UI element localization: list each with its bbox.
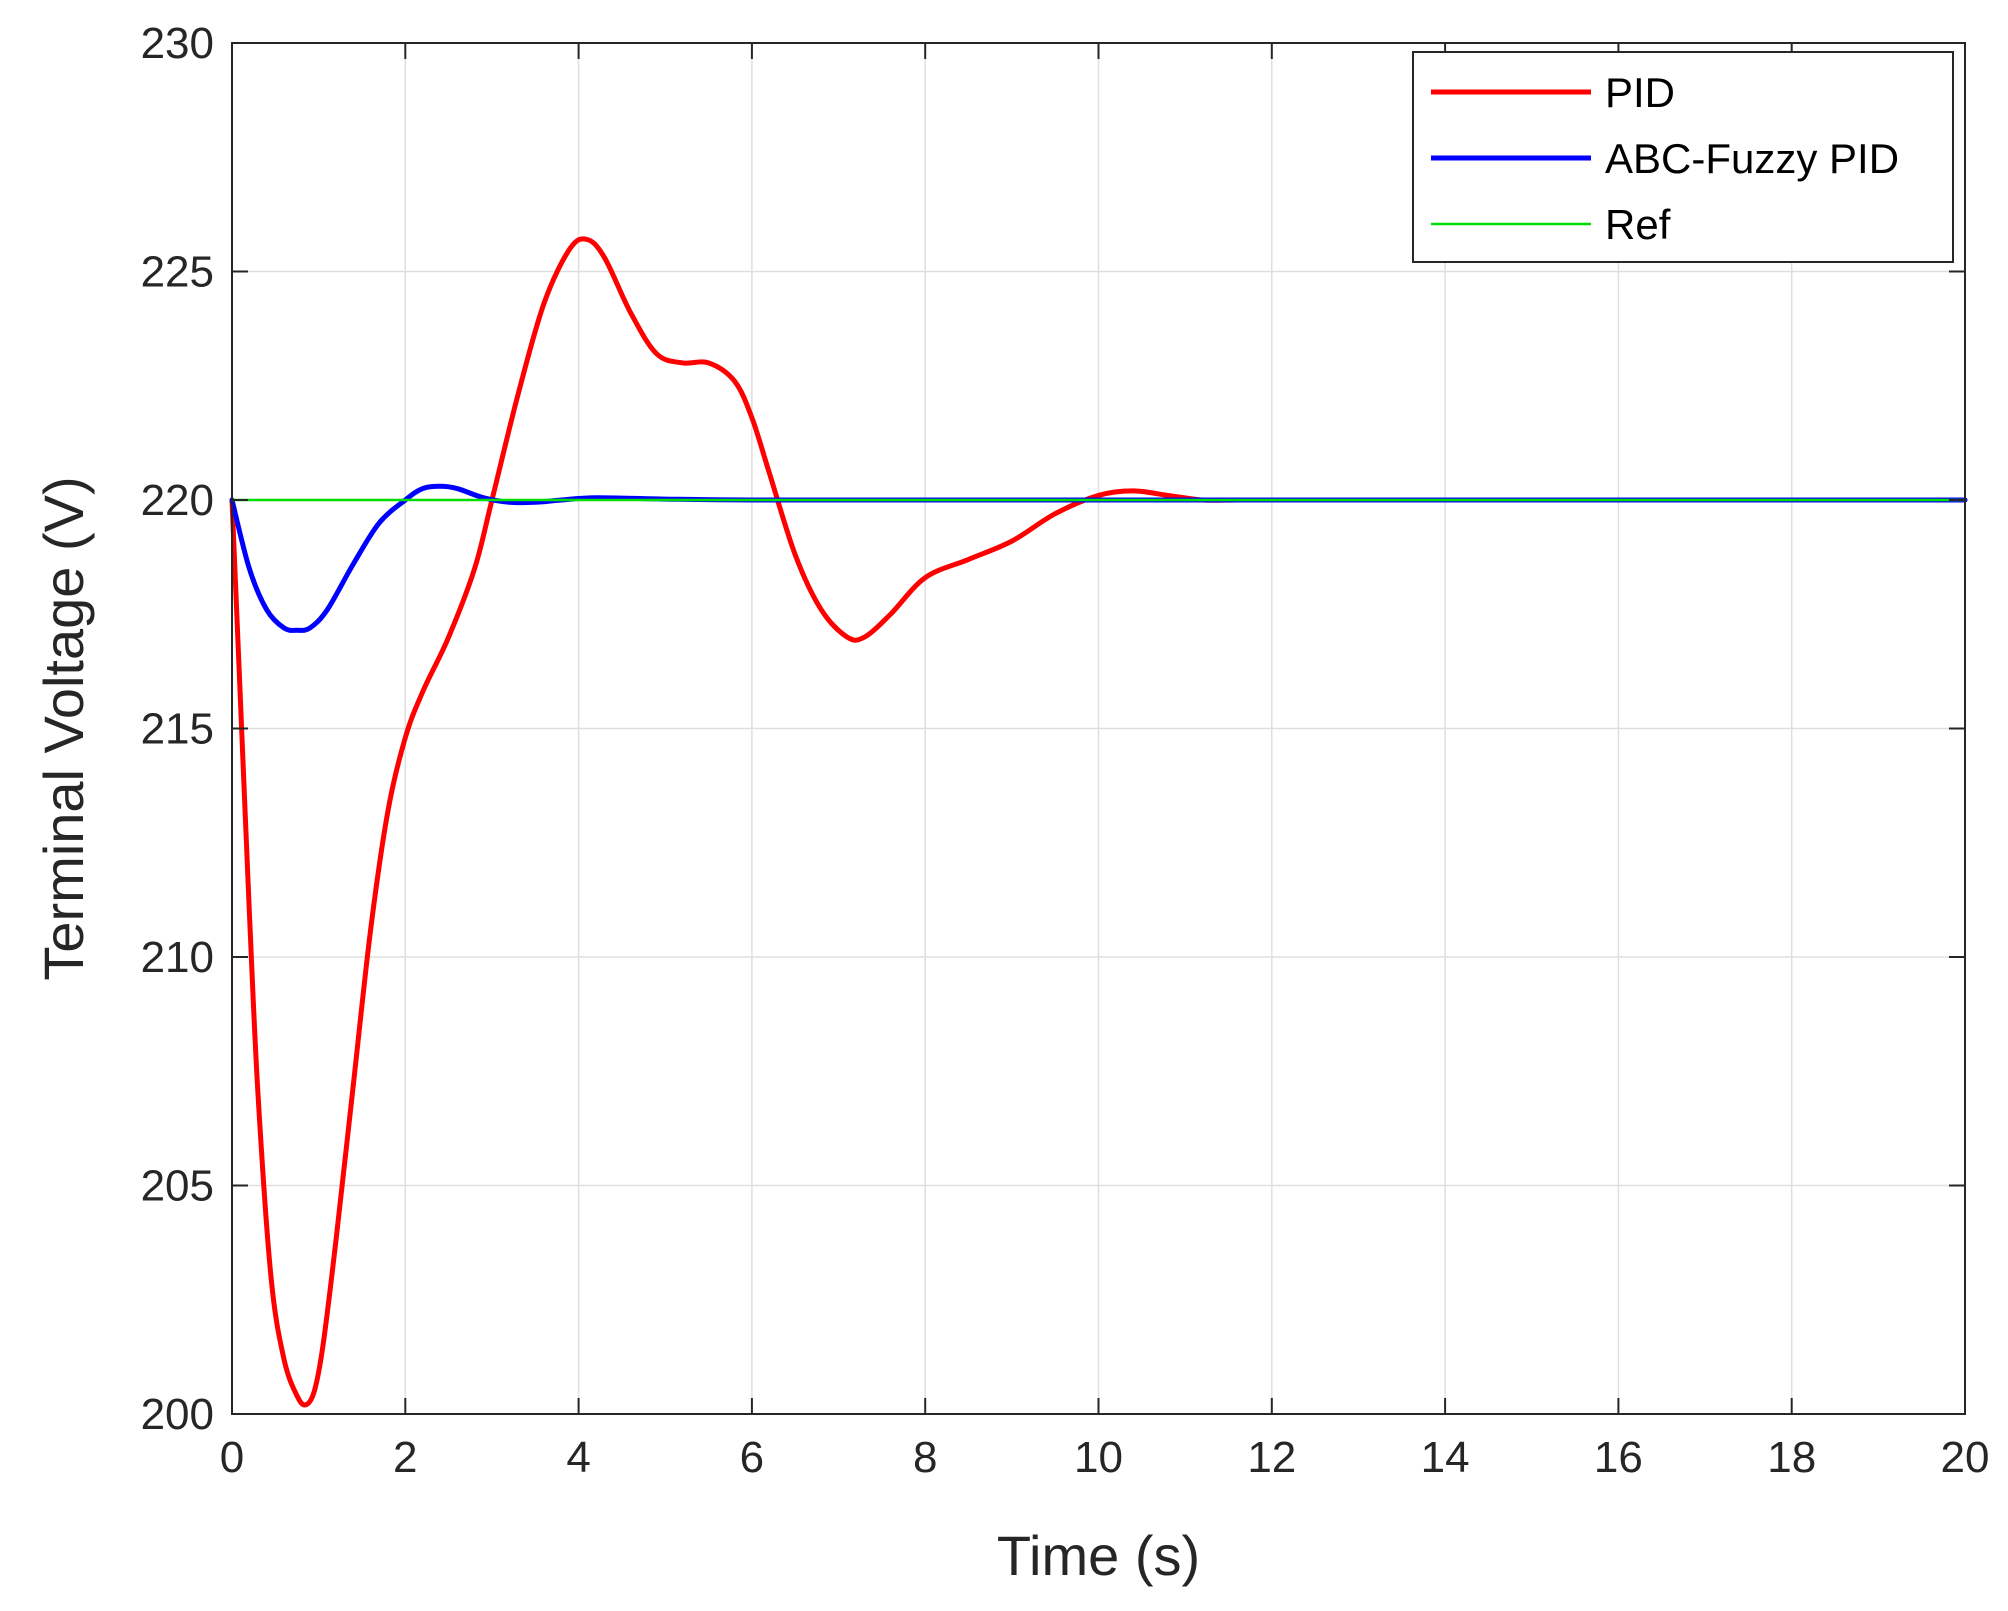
x-axis-title: Time (s) bbox=[997, 1524, 1200, 1587]
y-tick-label: 205 bbox=[141, 1162, 214, 1211]
series-layer bbox=[229, 236, 1968, 1408]
y-tick-label: 225 bbox=[141, 248, 214, 297]
y-tick-label: 200 bbox=[141, 1390, 214, 1439]
legend-label-ref: Ref bbox=[1605, 201, 1671, 248]
x-tick-label: 12 bbox=[1247, 1433, 1296, 1482]
x-tick-label: 6 bbox=[740, 1433, 764, 1482]
x-tick-label: 10 bbox=[1074, 1433, 1123, 1482]
x-tick-label: 20 bbox=[1941, 1433, 1990, 1482]
y-tick-label: 215 bbox=[141, 705, 214, 754]
x-tick-label: 2 bbox=[393, 1433, 417, 1482]
x-tick-label: 14 bbox=[1421, 1433, 1470, 1482]
legend: PID ABC-Fuzzy PID Ref bbox=[1412, 51, 1954, 263]
ticks: 0 2 4 6 8 10 12 14 16 18 20 200 205 210 215 220 225 230 bbox=[141, 19, 1990, 1482]
x-tick-label: 4 bbox=[566, 1433, 590, 1482]
x-tick-label: 8 bbox=[913, 1433, 937, 1482]
legend-label-pid: PID bbox=[1605, 69, 1675, 116]
y-tick-label: 220 bbox=[141, 476, 214, 525]
y-tick-label: 210 bbox=[141, 933, 214, 982]
y-axis-title: Terminal Voltage (V) bbox=[32, 476, 95, 980]
y-tick-label: 230 bbox=[141, 19, 214, 68]
x-tick-label: 16 bbox=[1594, 1433, 1643, 1482]
x-tick-label: 0 bbox=[220, 1433, 244, 1482]
x-tick-label: 18 bbox=[1767, 1433, 1816, 1482]
legend-label-abc-fuzzy-pid: ABC-Fuzzy PID bbox=[1605, 135, 1899, 182]
